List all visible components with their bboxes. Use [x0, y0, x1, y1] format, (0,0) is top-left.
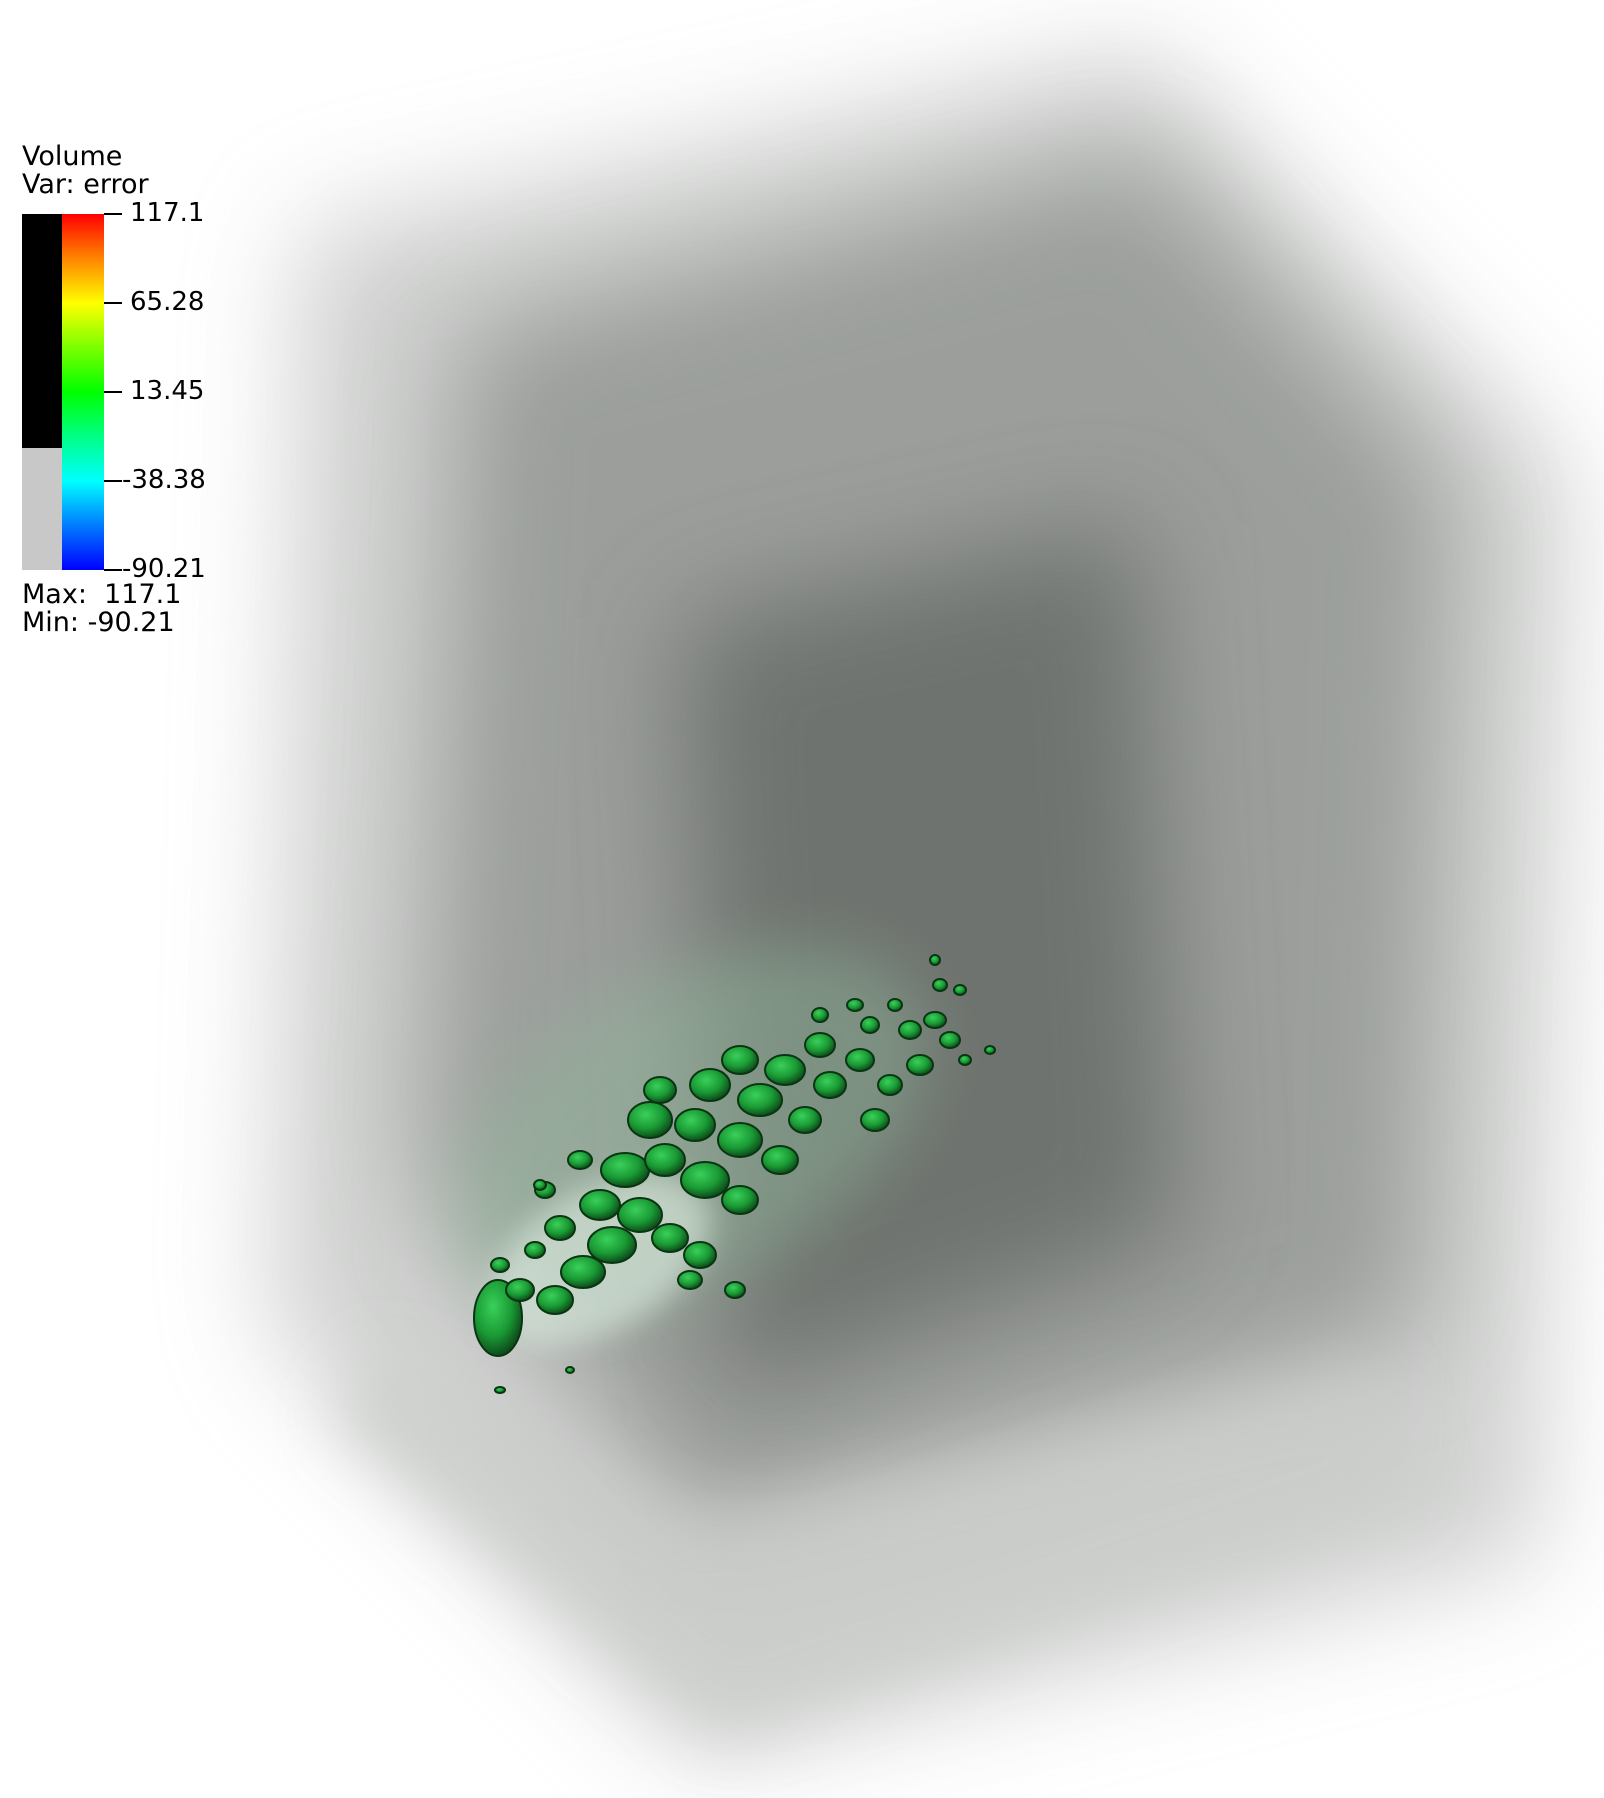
volume-cube-icon [270, 50, 1570, 1760]
legend-tick [104, 480, 122, 482]
legend-tick [104, 302, 122, 304]
legend-max: Max: 117.1 [22, 579, 182, 610]
legend-tick-label: 65.28 [130, 287, 205, 317]
legend-tick-label: 13.45 [130, 376, 205, 406]
opacity-ramp-bar [22, 214, 62, 570]
color-legend: Volume Var: error 117.1 65.28 13.45 -38.… [0, 0, 260, 660]
legend-tick [104, 213, 122, 215]
isosurface-blob-icon [473, 954, 996, 1394]
legend-title: Volume [22, 141, 123, 172]
color-ramp-bar [62, 214, 104, 570]
legend-min: Min: -90.21 [22, 607, 175, 638]
legend-tick [104, 391, 122, 393]
legend-tick-label: -38.38 [122, 465, 206, 495]
legend-variable: Var: error [22, 169, 149, 200]
legend-tick-label: -90.21 [122, 554, 206, 584]
legend-tick-label: 117.1 [130, 198, 205, 228]
legend-tick [104, 569, 122, 571]
